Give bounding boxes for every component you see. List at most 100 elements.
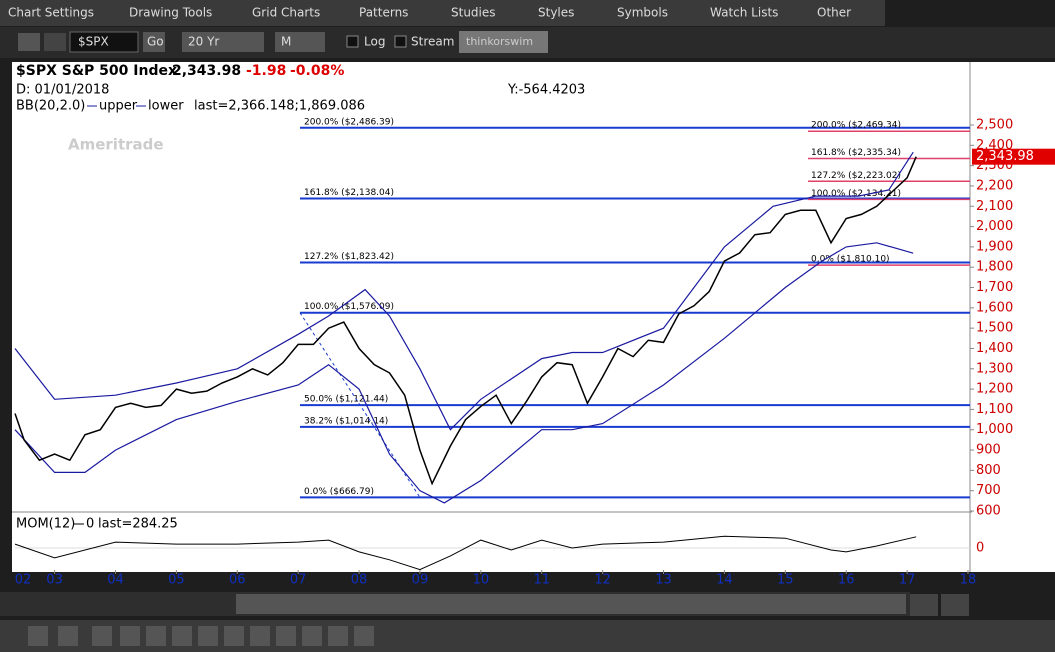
aggregation-select[interactable] bbox=[275, 32, 325, 52]
fib-label: 50.0% ($1,121.44) bbox=[304, 395, 388, 405]
stream-label: Stream bbox=[411, 35, 454, 49]
tool-button[interactable] bbox=[172, 626, 192, 646]
tool-button[interactable] bbox=[58, 626, 78, 646]
fib-label: 0.0% ($1,810.10) bbox=[811, 255, 890, 265]
period: 20 Yr bbox=[188, 35, 219, 49]
y-tick-label: 2,500 bbox=[976, 118, 1013, 133]
fib-label: 100.0% ($1,576.09) bbox=[304, 302, 394, 312]
log-label: Log bbox=[364, 35, 385, 49]
bb-upper: upper bbox=[99, 99, 138, 114]
y-tick-label: 800 bbox=[976, 463, 1001, 478]
watermark: Ameritrade bbox=[68, 136, 164, 154]
fib-label: 127.2% ($1,823.42) bbox=[304, 252, 394, 262]
tool-button[interactable] bbox=[276, 626, 296, 646]
tool-button[interactable] bbox=[224, 626, 244, 646]
date: D: 01/01/2018 bbox=[16, 83, 109, 98]
fib-label: 161.8% ($2,335.34) bbox=[811, 148, 901, 158]
fib-label: 100.0% ($2,134.21) bbox=[811, 189, 901, 199]
tool-button[interactable] bbox=[302, 626, 322, 646]
tool-button[interactable] bbox=[198, 626, 218, 646]
fib-label: 200.0% ($2,486.39) bbox=[304, 117, 394, 127]
menu-item[interactable]: Other bbox=[817, 6, 851, 20]
menu-item[interactable]: Chart Settings bbox=[8, 6, 94, 20]
y-tick-label: 1,400 bbox=[976, 341, 1013, 356]
chart-area bbox=[12, 62, 972, 572]
x-tick-label: 17 bbox=[899, 573, 916, 588]
price-box bbox=[972, 148, 1055, 165]
symbol: $SPX bbox=[78, 35, 109, 49]
x-tick-label: 09 bbox=[412, 573, 429, 588]
scroll-thumb[interactable] bbox=[236, 594, 906, 614]
back-button[interactable] bbox=[18, 33, 40, 51]
tool-button[interactable] bbox=[92, 626, 112, 646]
x-tick-label: 05 bbox=[168, 573, 185, 588]
fib-label: 38.2% ($1,014.14) bbox=[304, 416, 388, 426]
price-axis bbox=[972, 62, 1055, 572]
y-tick-label: 1,300 bbox=[976, 361, 1013, 376]
y-tick-label: 1,100 bbox=[976, 402, 1013, 417]
x-tick-label: 10 bbox=[473, 573, 490, 588]
tool-button[interactable] bbox=[354, 626, 374, 646]
period-select[interactable] bbox=[182, 32, 264, 52]
fib-label: 127.2% ($2,223.02) bbox=[811, 171, 901, 181]
mom-zero: 0 bbox=[86, 517, 94, 532]
mom-last: last=284.25 bbox=[98, 517, 178, 532]
stream-checkbox[interactable] bbox=[394, 35, 407, 48]
tool-button[interactable] bbox=[28, 626, 48, 646]
tool-button[interactable] bbox=[120, 626, 140, 646]
mom-tick-label: 0 bbox=[976, 541, 984, 556]
menu-bar bbox=[0, 0, 885, 26]
mom-line bbox=[14, 535, 917, 571]
x-tick-label: 08 bbox=[351, 573, 368, 588]
mom-label: MOM(12) bbox=[16, 517, 75, 532]
x-tick-label: 11 bbox=[533, 573, 550, 588]
menu-item[interactable]: Drawing Tools bbox=[129, 6, 212, 20]
x-tick-label: 02 bbox=[15, 573, 32, 588]
zoom-in[interactable] bbox=[910, 594, 938, 616]
go: Go bbox=[147, 35, 164, 49]
last-price: 2,343.98 bbox=[172, 63, 241, 79]
y-tick-label: 2,000 bbox=[976, 219, 1013, 234]
y-tick-label: 1,900 bbox=[976, 239, 1013, 254]
x-tick-label: 18 bbox=[960, 573, 977, 588]
menu-item[interactable]: Symbols bbox=[617, 6, 668, 20]
y-tick-label: 1,200 bbox=[976, 382, 1013, 397]
bb-lower: lower bbox=[148, 99, 184, 114]
price-line bbox=[14, 156, 917, 486]
x-tick-label: 15 bbox=[777, 573, 794, 588]
upper-line bbox=[14, 151, 914, 431]
bb-label: BB(20,2.0) bbox=[16, 99, 85, 114]
y-tick-label: 2,200 bbox=[976, 178, 1013, 193]
y-tick-label: 1,600 bbox=[976, 300, 1013, 315]
go-button[interactable] bbox=[143, 32, 165, 52]
menu-item[interactable]: Watch Lists bbox=[710, 6, 778, 20]
brand-button[interactable] bbox=[459, 31, 548, 53]
x-tick-label: 14 bbox=[716, 573, 733, 588]
x-tick-label: 03 bbox=[46, 573, 63, 588]
menu-item[interactable]: Patterns bbox=[359, 6, 408, 20]
x-tick-label: 06 bbox=[229, 573, 246, 588]
fib-label: 161.8% ($2,138.04) bbox=[304, 188, 394, 198]
menu-item[interactable]: Grid Charts bbox=[252, 6, 320, 20]
log-checkbox[interactable] bbox=[346, 35, 359, 48]
price-box-label: 2,343.98 bbox=[976, 149, 1034, 164]
tool-button[interactable] bbox=[250, 626, 270, 646]
forward-button[interactable] bbox=[44, 33, 66, 51]
symbol-name: $SPX S&P 500 Index bbox=[16, 63, 177, 79]
menu-item[interactable]: Styles bbox=[538, 6, 574, 20]
cursor-y: Y:-564.4203 bbox=[507, 83, 585, 98]
change: -1.98 bbox=[246, 63, 286, 79]
y-tick-label: 1,700 bbox=[976, 280, 1013, 295]
tool-button[interactable] bbox=[146, 626, 166, 646]
symbol-input[interactable] bbox=[69, 31, 139, 53]
tool-button[interactable] bbox=[328, 626, 348, 646]
lower-line bbox=[14, 242, 914, 504]
x-tick-label: 16 bbox=[838, 573, 855, 588]
aggregation: M bbox=[281, 35, 291, 49]
menu-item[interactable]: Studies bbox=[451, 6, 496, 20]
x-tick-label: 04 bbox=[107, 573, 124, 588]
change-pct: -0.08% bbox=[290, 63, 344, 79]
zoom-out[interactable] bbox=[941, 594, 969, 616]
fib-label: 200.0% ($2,469.34) bbox=[811, 121, 901, 131]
